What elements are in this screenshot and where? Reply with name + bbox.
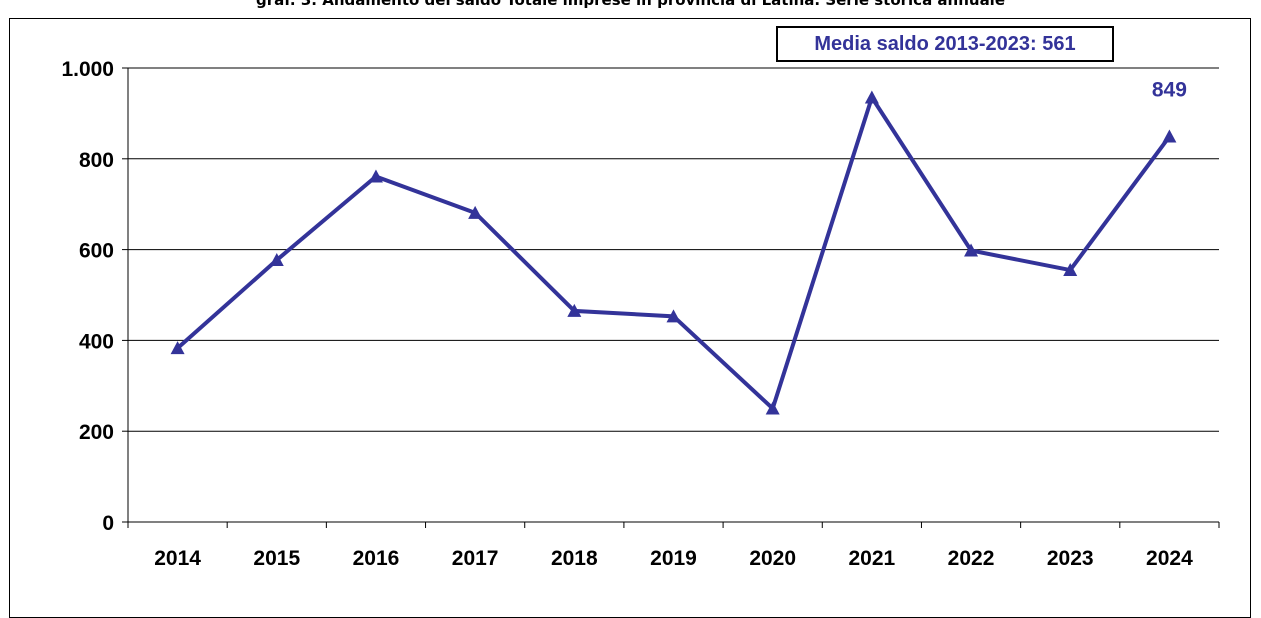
data-point-marker (964, 243, 979, 257)
x-tick-label: 2018 (551, 547, 598, 570)
series (170, 90, 1177, 415)
y-tick-label: 200 (79, 421, 114, 444)
x-tick-label: 2016 (353, 547, 400, 570)
x-tick-label: 2015 (253, 547, 300, 570)
y-tick-label: 0 (102, 512, 114, 535)
series-line (176, 92, 1172, 413)
y-axis-tick-labels: 0 200 400 600 800 1.000 (61, 58, 114, 535)
y-tick-label: 800 (79, 149, 114, 172)
chart-frame (9, 18, 1251, 618)
data-point-marker (368, 169, 383, 183)
y-tick-label: 400 (79, 330, 114, 353)
data-labels: 849 (1152, 79, 1187, 102)
data-label: 849 (1152, 79, 1187, 102)
data-point-marker (1063, 263, 1078, 277)
x-tick-label: 2021 (849, 547, 896, 570)
data-point-marker (765, 401, 780, 415)
gridlines (128, 67, 1219, 432)
data-point-marker (269, 253, 284, 267)
x-tick-label: 2024 (1146, 547, 1193, 570)
axes (122, 67, 1220, 528)
x-tick-label: 2014 (154, 547, 201, 570)
data-point-marker (468, 205, 483, 219)
average-annotation-box: Media saldo 2013-2023: 561 (776, 26, 1114, 62)
x-tick-label: 2020 (749, 547, 796, 570)
y-tick-label: 1.000 (61, 58, 114, 81)
y-tick-label: 600 (79, 240, 114, 263)
x-axis-tick-labels: 2014 2015 2016 2017 2018 2019 2020 2021 2022 2023… (154, 547, 1193, 570)
data-point-marker (1162, 129, 1177, 143)
x-tick-label: 2022 (948, 547, 995, 570)
x-tick-label: 2017 (452, 547, 499, 570)
chart-title: graf. 3. Andamento del saldo Totale impr… (255, 0, 1006, 9)
x-tick-label: 2019 (650, 547, 697, 570)
data-point-marker (864, 90, 879, 104)
data-point-marker (567, 303, 582, 317)
data-point-marker (170, 341, 185, 355)
data-point-marker (666, 309, 681, 323)
x-tick-label: 2023 (1047, 547, 1094, 570)
